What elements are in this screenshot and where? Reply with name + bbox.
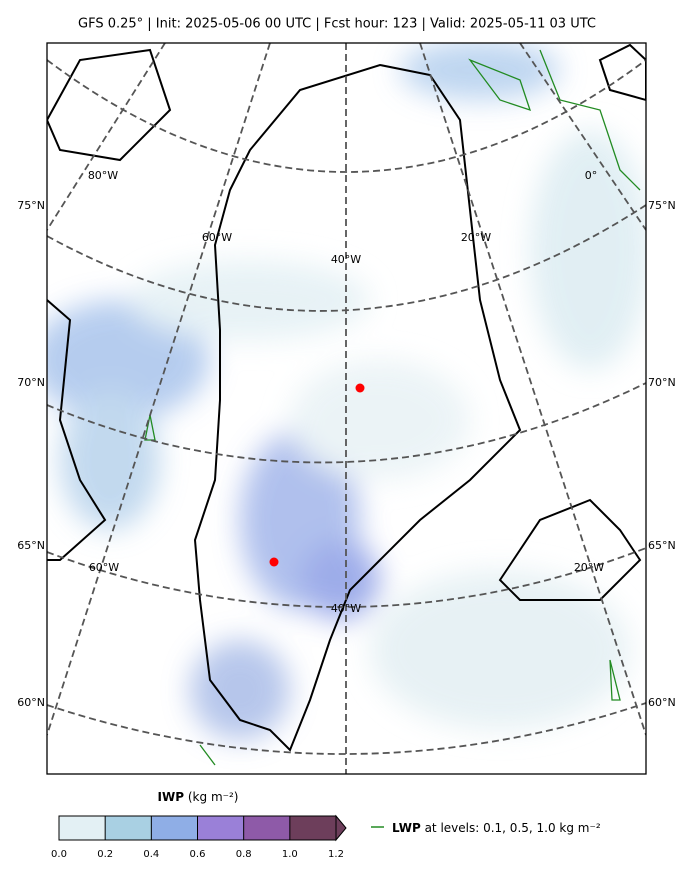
colorbar-segment xyxy=(197,816,244,840)
colorbar-extend xyxy=(335,814,347,842)
meridian xyxy=(47,43,166,231)
colorbar-tick-label: 0.2 xyxy=(97,849,113,860)
colorbar-segment xyxy=(151,816,198,840)
lon-label: 80°W xyxy=(88,169,118,182)
colorbar-tick-label: 1.0 xyxy=(282,849,298,860)
colorbar-segment xyxy=(59,816,106,840)
colorbar-segment xyxy=(243,816,290,840)
location-marker xyxy=(355,383,365,393)
meridian xyxy=(47,43,271,736)
colorbar-units: (kg m⁻²) xyxy=(188,790,239,804)
lon-label: 40°W xyxy=(331,602,361,615)
meridian xyxy=(419,43,646,736)
lat-label: 60°N xyxy=(17,696,45,709)
lon-label: 20°W xyxy=(574,561,604,574)
lat-label: 70°N xyxy=(648,376,676,389)
lwp-contour xyxy=(144,414,621,766)
meridian xyxy=(519,43,646,231)
colorbar-tick-label: 0.0 xyxy=(51,849,67,860)
legend-desc: at levels: 0.1, 0.5, 1.0 kg m⁻² xyxy=(425,821,601,835)
map xyxy=(47,43,646,774)
colorbar-tick-label: 0.4 xyxy=(143,849,159,860)
legend-text: LWP at levels: 0.1, 0.5, 1.0 kg m⁻² xyxy=(392,821,601,835)
parallel xyxy=(47,547,646,608)
lat-label: 65°N xyxy=(17,539,45,552)
coastline xyxy=(47,299,107,561)
lon-label: 0° xyxy=(585,169,598,182)
colorbar-segment xyxy=(289,816,336,840)
location-marker xyxy=(269,557,279,567)
coastline xyxy=(47,48,172,162)
lwp-contour xyxy=(468,49,641,191)
parallel xyxy=(47,59,646,173)
map-frame xyxy=(46,42,647,775)
colorbar-label: IWP (kg m⁻²) xyxy=(158,790,239,804)
colorbar-tick-label: 0.6 xyxy=(190,849,206,860)
lat-label: 70°N xyxy=(17,376,45,389)
colorbar-tick-label: 1.2 xyxy=(328,849,344,860)
lat-label: 75°N xyxy=(648,199,676,212)
lon-label: 20°W xyxy=(461,231,491,244)
lat-label: 60°N xyxy=(648,696,676,709)
legend-name: LWP xyxy=(392,821,421,835)
parallel xyxy=(47,702,646,755)
colorbar-name: IWP xyxy=(158,790,185,804)
colorbar-segment xyxy=(105,816,152,840)
coastline xyxy=(598,43,646,102)
lon-label: 60°W xyxy=(202,231,232,244)
coastline xyxy=(193,63,522,752)
parallel xyxy=(47,382,646,464)
cloud-field xyxy=(47,43,646,740)
title: GFS 0.25° | Init: 2025-05-06 00 UTC | Fc… xyxy=(78,17,596,32)
coastline xyxy=(498,498,642,601)
lat-label: 75°N xyxy=(17,199,45,212)
lon-label: 40°W xyxy=(331,253,361,266)
lon-label: 60°W xyxy=(89,561,119,574)
colorbar-tick-label: 0.8 xyxy=(236,849,252,860)
lat-label: 65°N xyxy=(648,539,676,552)
